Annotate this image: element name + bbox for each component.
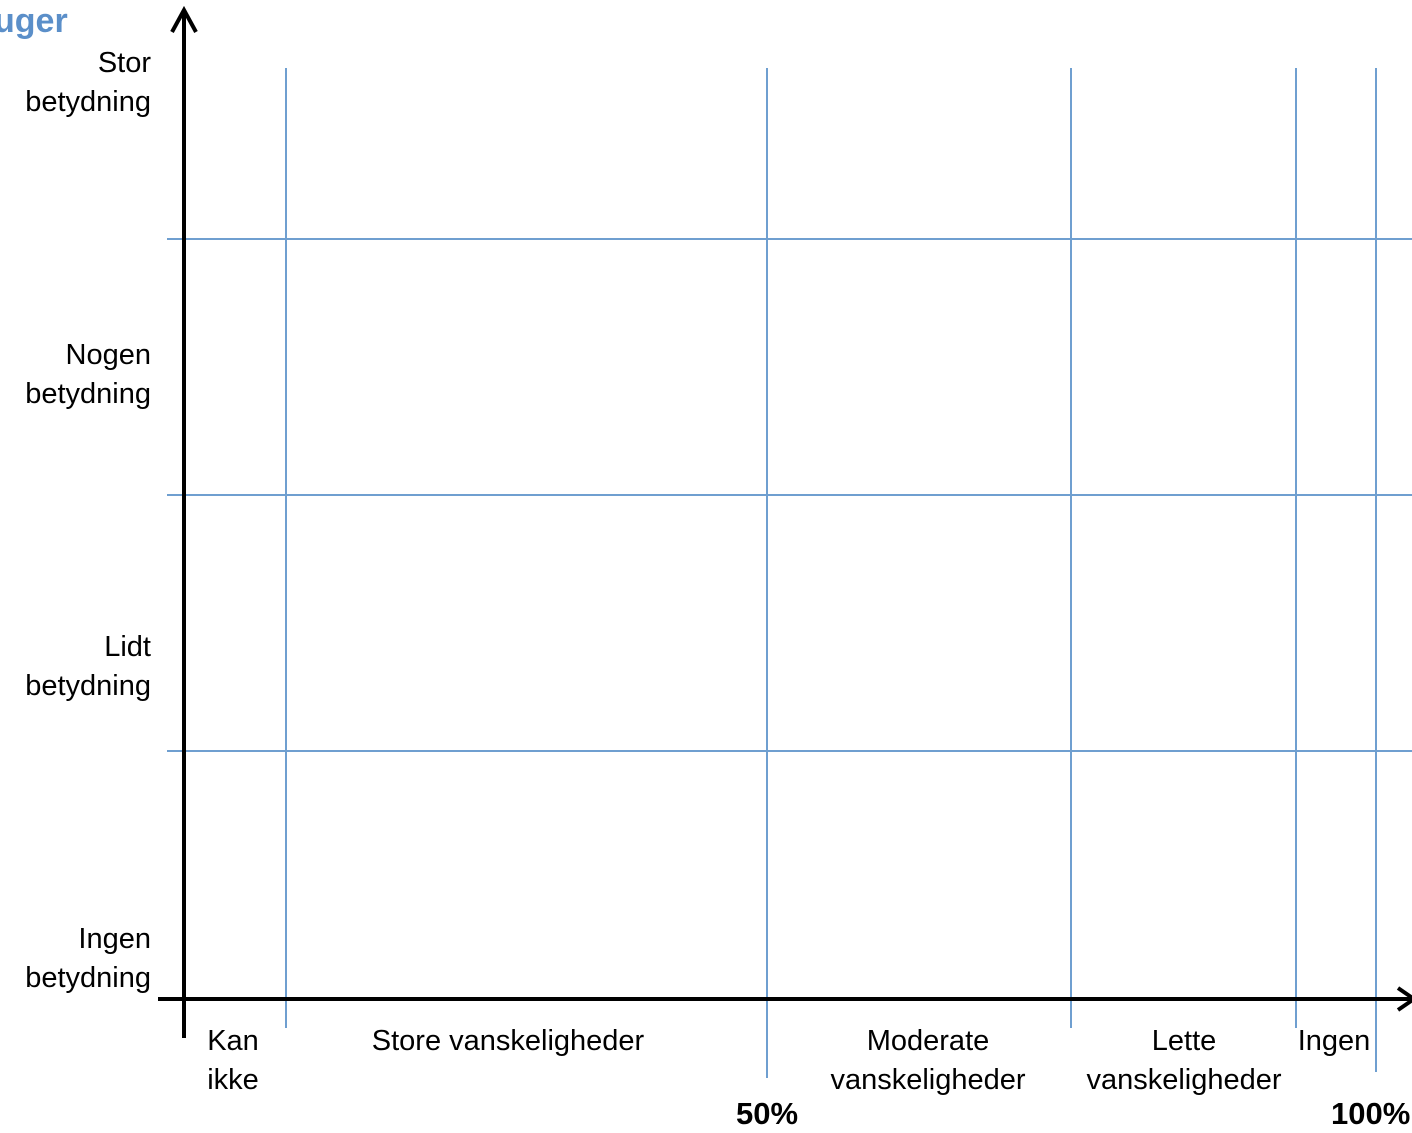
y-label-line2: betydning: [25, 86, 151, 118]
x-axis-arrow-icon: [1396, 986, 1412, 1012]
x-label-store-vanskeligheder: Store vanskeligheder: [338, 1022, 678, 1061]
y-label-ingen: Ingen betydning: [25, 920, 151, 998]
x-label-line1: Ingen: [1297, 1025, 1371, 1057]
y-label-line2: betydning: [25, 962, 151, 994]
y-label-stor: Stor betydning: [25, 44, 151, 122]
x-label-line2: ikke: [207, 1064, 259, 1096]
x-marker-100: 100%: [1331, 1096, 1411, 1131]
x-label-ingen: Ingen: [1292, 1022, 1376, 1061]
x-label-line1: Store vanskeligheder: [371, 1025, 645, 1057]
y-axis-arrow-icon: [170, 5, 198, 33]
y-label-nogen: Nogen betydning: [25, 336, 151, 414]
x-label-line2: vanskeligheder: [1086, 1064, 1282, 1096]
x-label-lette: Lette vanskeligheder: [1072, 1022, 1296, 1100]
x-label-line1: Moderate: [866, 1025, 990, 1057]
x-label-line1: Lette: [1151, 1025, 1217, 1057]
y-label-line1: Nogen: [65, 339, 151, 371]
x-label-line2: vanskeligheder: [830, 1064, 1026, 1096]
x-label-line1: Kan: [207, 1025, 259, 1057]
y-label-line2: betydning: [25, 378, 151, 410]
x-marker-50: 50%: [735, 1096, 799, 1131]
y-label-lidt: Lidt betydning: [25, 628, 151, 706]
y-label-line1: Ingen: [78, 923, 151, 955]
x-label-kan-ikke: Kan ikke: [193, 1022, 273, 1100]
y-label-line1: Lidt: [104, 631, 151, 663]
y-label-line2: betydning: [25, 670, 151, 702]
x-label-moderate: Moderate vanskeligheder: [808, 1022, 1048, 1100]
y-label-line1: Stor: [97, 47, 151, 79]
corner-title-fragment: uger: [0, 2, 68, 40]
